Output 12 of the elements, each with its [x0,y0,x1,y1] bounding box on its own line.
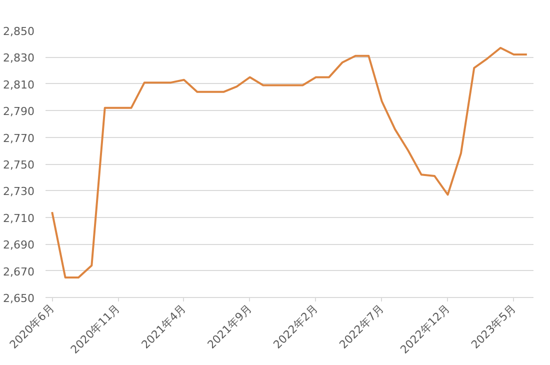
y-tick-label: 2,770 [3,132,35,145]
y-tick-label: 2,850 [3,25,35,38]
y-tick-label: 2,730 [3,185,35,198]
y-tick-label: 2,690 [3,238,35,252]
y-tick-label: 2,810 [3,78,35,92]
line-series [51,46,528,278]
y-tick-label: 2,710 [3,212,35,225]
y-tick-label: 2,750 [3,158,35,172]
y-tick-label: 2,830 [3,52,35,65]
y-tick-label: 2,790 [3,105,35,118]
y-tick-label: 2,670 [3,265,35,278]
y-tick-label: 2,650 [3,292,35,305]
